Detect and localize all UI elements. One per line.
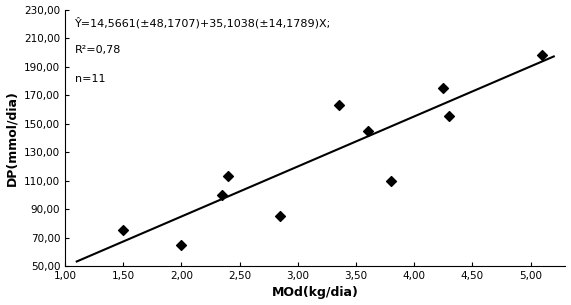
Y-axis label: DP(mmol/dia): DP(mmol/dia) [6,90,18,186]
Point [276,214,285,219]
Text: Ŷ=14,5661(±48,1707)+35,1038(±14,1789)X;: Ŷ=14,5661(±48,1707)+35,1038(±14,1789)X; [75,17,331,29]
X-axis label: MOd(kg/dia): MOd(kg/dia) [272,286,359,300]
Point [218,192,227,197]
Point [223,174,232,179]
Text: R²=0,78: R²=0,78 [75,45,122,56]
Text: n=11: n=11 [75,74,106,84]
Point [177,242,186,247]
Point [363,128,372,133]
Point [538,53,547,58]
Point [119,228,128,233]
Point [387,178,396,183]
Point [334,102,343,107]
Point [444,114,453,119]
Point [439,85,448,90]
